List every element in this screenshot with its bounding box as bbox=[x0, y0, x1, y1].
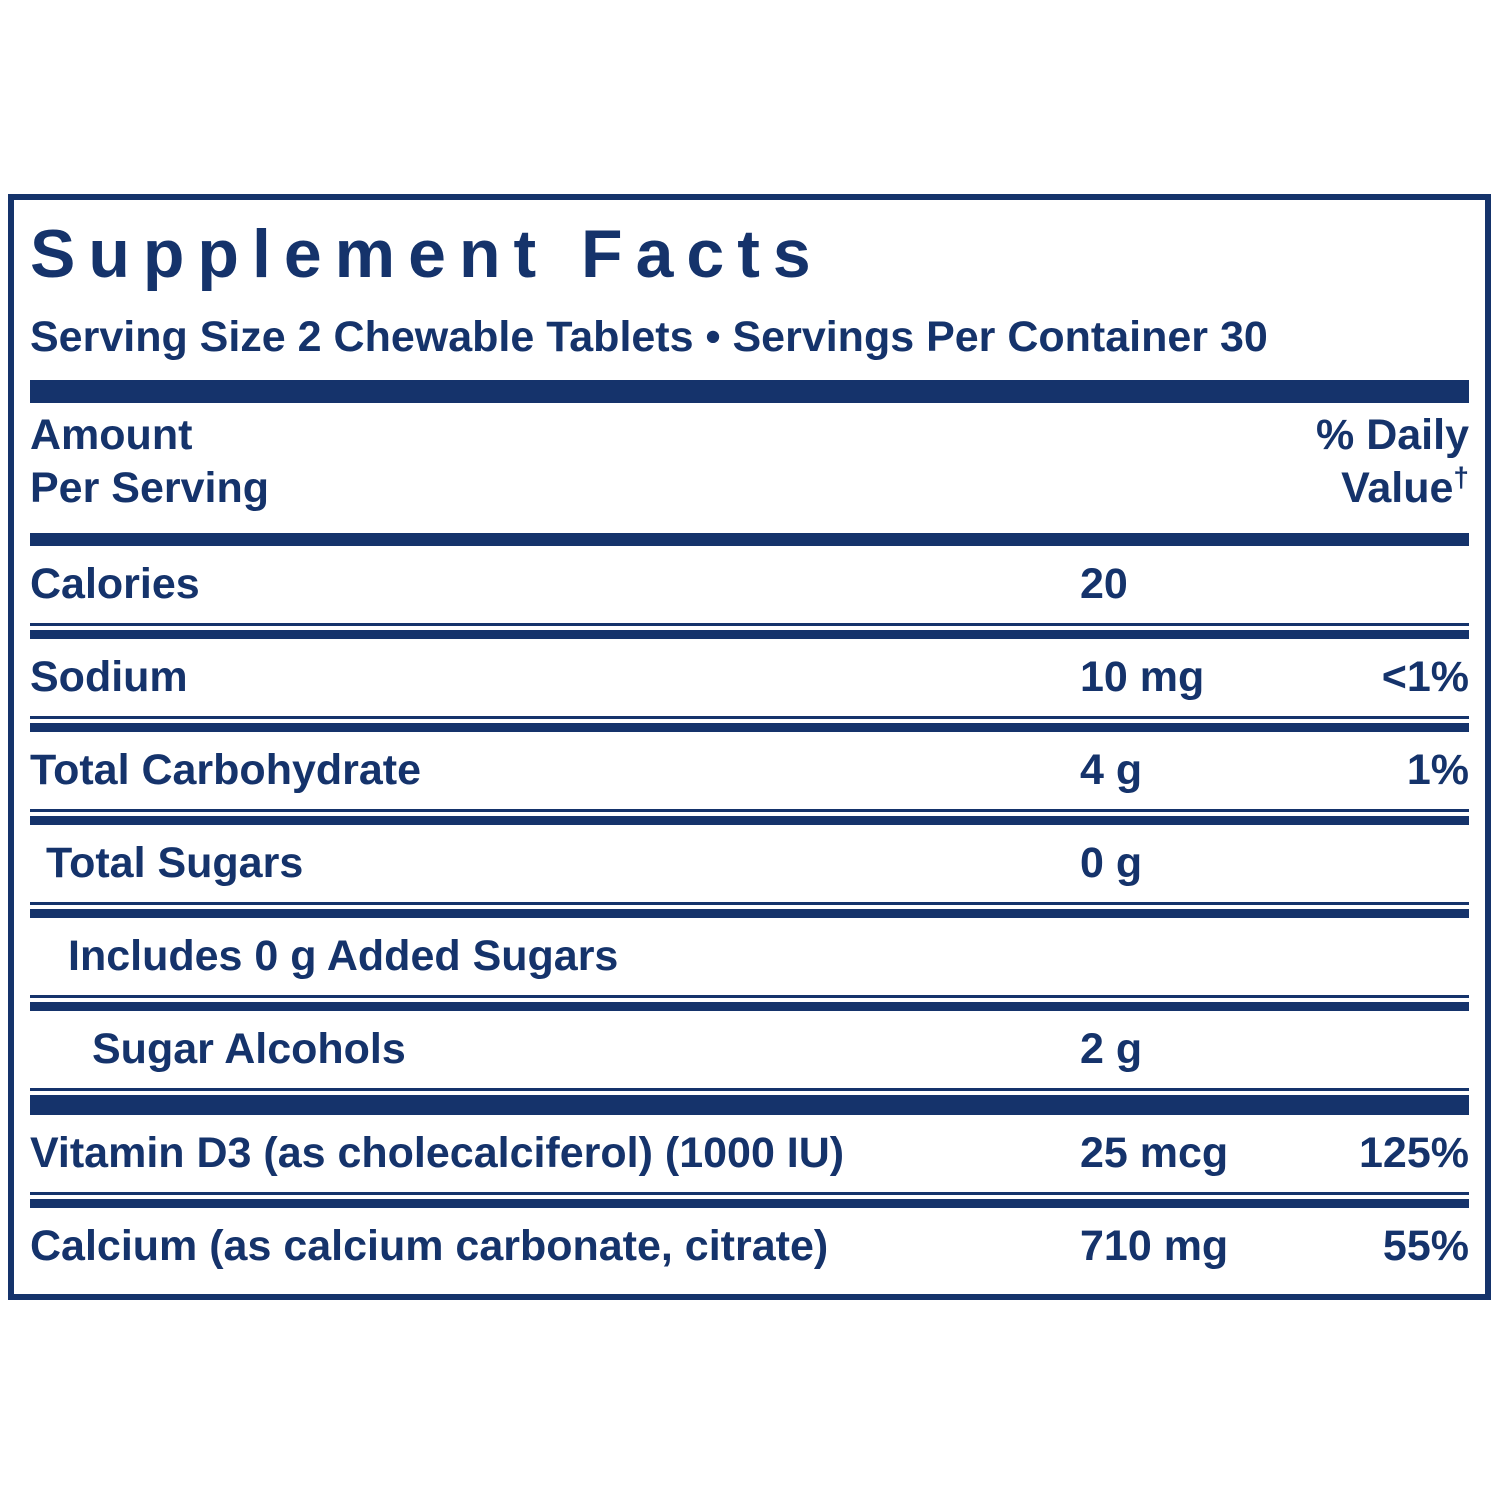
amount-per-serving-header: Amount Per Serving bbox=[30, 409, 269, 515]
row-vitamin-d3: Vitamin D3 (as cholecalciferol) (1000 IU… bbox=[30, 1115, 1469, 1192]
nutrient-daily-value: 1% bbox=[1406, 746, 1469, 794]
nutrient-amount: 10 mg bbox=[1080, 653, 1205, 701]
nutrient-amount: 4 g bbox=[1080, 746, 1143, 794]
nutrient-name: Sugar Alcohols bbox=[92, 1025, 406, 1073]
nutrient-name: Total Sugars bbox=[46, 839, 304, 887]
rule-row-separator bbox=[30, 716, 1469, 732]
row-total-sugars: Total Sugars 0 g bbox=[30, 825, 1469, 902]
row-sugar-alcohols: Sugar Alcohols 2 g bbox=[30, 1011, 1469, 1088]
dv-header-line1: % Daily bbox=[1316, 411, 1469, 459]
nutrient-amount: 2 g bbox=[1080, 1025, 1143, 1073]
rule-thick-top bbox=[30, 380, 1469, 403]
dv-header-line2: Value† bbox=[1316, 462, 1469, 515]
nutrient-name: Includes 0 g Added Sugars bbox=[68, 932, 619, 980]
row-calcium: Calcium (as calcium carbonate, citrate) … bbox=[30, 1208, 1469, 1285]
serving-info: Serving Size 2 Chewable Tablets • Servin… bbox=[30, 313, 1268, 361]
nutrient-daily-value: 125% bbox=[1359, 1129, 1469, 1177]
dv-header-value-text: Value bbox=[1341, 464, 1454, 512]
nutrient-name: Vitamin D3 (as cholecalciferol) (1000 IU… bbox=[30, 1129, 845, 1177]
amount-header-line2: Per Serving bbox=[30, 464, 269, 512]
nutrient-name: Total Carbohydrate bbox=[30, 746, 422, 794]
nutrient-name: Calories bbox=[30, 560, 200, 608]
row-total-carbohydrate: Total Carbohydrate 4 g 1% bbox=[30, 732, 1469, 809]
supplement-facts-panel: Supplement Facts Serving Size 2 Chewable… bbox=[8, 194, 1491, 1300]
nutrient-amount: 710 mg bbox=[1080, 1222, 1229, 1270]
nutrient-amount: 0 g bbox=[1080, 839, 1143, 887]
nutrient-daily-value: 55% bbox=[1382, 1222, 1469, 1270]
column-header-row: Amount Per Serving % Daily Value† bbox=[30, 409, 1469, 515]
nutrient-name: Sodium bbox=[30, 653, 188, 701]
dagger-footnote-mark: † bbox=[1453, 461, 1469, 493]
daily-value-header: % Daily Value† bbox=[1316, 409, 1469, 515]
rule-row-separator bbox=[30, 1192, 1469, 1208]
panel-title: Supplement Facts bbox=[30, 216, 824, 292]
rule-row-separator bbox=[30, 902, 1469, 918]
row-calories: Calories 20 bbox=[30, 546, 1469, 623]
amount-header-line1: Amount bbox=[30, 411, 193, 459]
row-added-sugars: Includes 0 g Added Sugars bbox=[30, 918, 1469, 995]
nutrient-amount: 20 bbox=[1080, 560, 1128, 608]
nutrient-name: Calcium (as calcium carbonate, citrate) bbox=[30, 1222, 829, 1270]
nutrient-daily-value: <1% bbox=[1381, 653, 1469, 701]
rule-row-separator bbox=[30, 995, 1469, 1011]
rule-row-separator bbox=[30, 623, 1469, 639]
rule-section-separator bbox=[30, 1088, 1469, 1115]
row-sodium: Sodium 10 mg <1% bbox=[30, 639, 1469, 716]
rule-row-separator bbox=[30, 809, 1469, 825]
nutrient-amount: 25 mcg bbox=[1080, 1129, 1229, 1177]
rule-medium-header bbox=[30, 533, 1469, 546]
